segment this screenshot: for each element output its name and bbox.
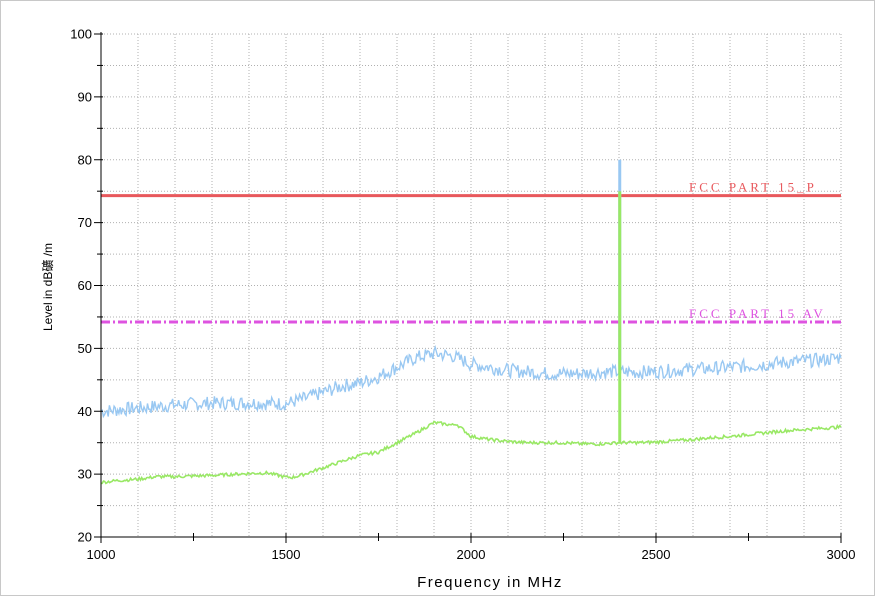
grid xyxy=(100,33,842,538)
traces xyxy=(100,159,842,485)
axis-labels: 20 30 40 50 60 70 80 90 100 1000 1500 2000 2500 3000 xyxy=(70,27,855,563)
average-trace xyxy=(100,420,842,485)
y-tick-label: 80 xyxy=(78,152,92,167)
limit-lines: FCC PART 15_P FCC PART 15 AV xyxy=(101,180,841,324)
x-tick-label: 1500 xyxy=(272,547,301,562)
y-tick-label: 50 xyxy=(78,341,92,356)
x-tick-label: 2000 xyxy=(457,547,486,562)
peak-trace xyxy=(100,344,842,419)
x-axis-title: Frequency in MHz xyxy=(417,574,563,591)
limit-label: FCC PART 15 AV xyxy=(689,306,826,321)
y-axis-title: Level in dB礦 /m xyxy=(40,243,55,331)
limit-label: FCC PART 15_P xyxy=(689,180,817,195)
y-tick-label: 60 xyxy=(78,278,92,293)
y-tick-label: 70 xyxy=(78,215,92,230)
x-tick-label: 2500 xyxy=(642,547,671,562)
axes xyxy=(94,32,842,543)
x-tick-label: 3000 xyxy=(827,547,856,562)
y-tick-label: 20 xyxy=(78,530,92,545)
y-tick-label: 40 xyxy=(78,404,92,419)
x-tick-label: 1000 xyxy=(87,547,116,562)
y-tick-label: 30 xyxy=(78,467,92,482)
y-tick-label: 100 xyxy=(70,27,92,42)
y-tick-label: 90 xyxy=(78,89,92,104)
